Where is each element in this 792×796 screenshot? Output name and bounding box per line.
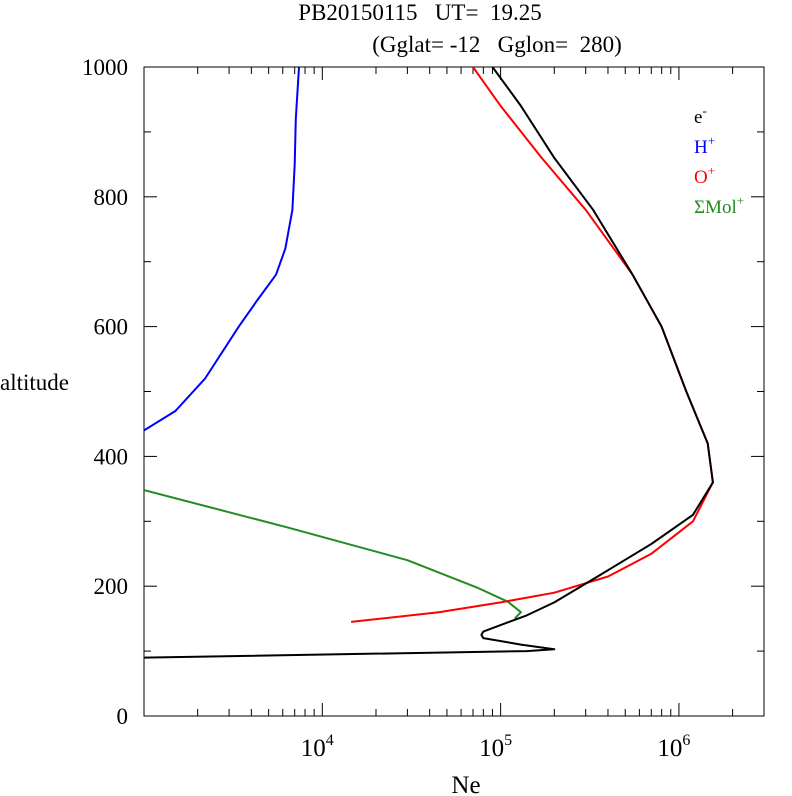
chart-title: PB20150115 UT= 19.25 — [298, 0, 541, 25]
x-tick-label: 105 — [479, 732, 512, 762]
series-lines — [144, 67, 714, 659]
series-line-1 — [144, 67, 300, 432]
title-group: PB20150115 UT= 19.25 (Gglat= -12 Gglon= … — [298, 0, 621, 57]
legend-entry: e- — [694, 103, 707, 128]
legend-entry: H+ — [694, 133, 715, 158]
x-tick-label: 106 — [657, 732, 690, 762]
x-tick-label: 104 — [301, 732, 334, 762]
axis-ticks — [143, 66, 765, 717]
series-line-0 — [144, 67, 714, 659]
y-tick-label: 1000 — [82, 55, 128, 80]
legend-entry: ΣMol+ — [694, 193, 744, 218]
series-line-3 — [144, 489, 522, 620]
y-tick-label: 200 — [94, 574, 129, 599]
legend: e- H+ O+ ΣMol+ — [694, 103, 744, 218]
axis-tick-labels: 0 200 400 600 800 1000 104 105 106 — [82, 55, 690, 762]
x-axis-label: Ne — [451, 772, 480, 796]
plot-frame — [143, 66, 765, 717]
chart-subtitle: (Gglat= -12 Gglon= 280) — [372, 32, 622, 57]
legend-entry: O+ — [694, 163, 715, 188]
y-tick-label: 0 — [117, 704, 129, 729]
y-tick-label: 800 — [94, 185, 129, 210]
y-tick-label: 600 — [94, 315, 129, 340]
y-tick-label: 400 — [94, 444, 129, 469]
y-axis-label: altitude — [0, 370, 69, 395]
